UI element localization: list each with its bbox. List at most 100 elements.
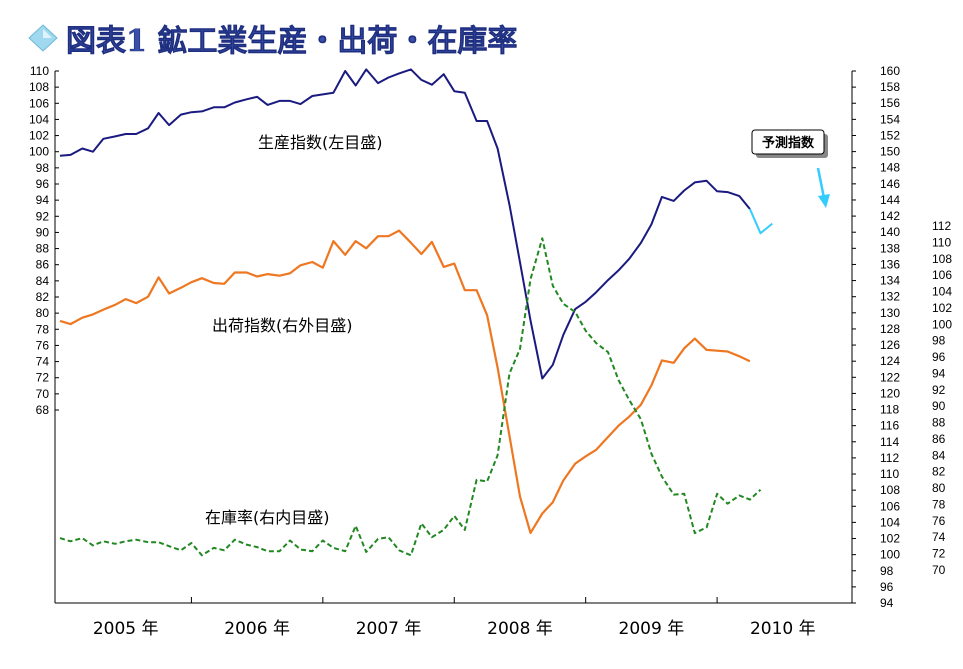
right-outer-axis-tick-label: 96 xyxy=(880,580,894,594)
right-inner-axis-tick-label: 94 xyxy=(932,366,946,380)
right-inner-axis-tick-label: 98 xyxy=(932,334,946,348)
right-inner-axis-tick-label: 92 xyxy=(932,383,946,397)
right-inner-axis-tick-label: 72 xyxy=(932,547,946,561)
x-axis-tick-label: 2008 年 xyxy=(487,619,553,639)
right-inner-axis-tick-label: 90 xyxy=(932,399,946,413)
left-axis-tick-label: 88 xyxy=(36,242,50,256)
right-inner-axis-ticks: 70 72 74 76 78 80 82 84 86 88 90 92 94 96 98 100 102 104 1… xyxy=(932,219,952,577)
left-axis-tick-label: 74 xyxy=(36,355,50,369)
right-inner-axis-tick-label: 86 xyxy=(932,432,946,446)
right-outer-axis-tick-label: 118 xyxy=(880,403,899,417)
left-axis-tick-label: 94 xyxy=(36,193,50,207)
left-axis-tick-label: 72 xyxy=(36,371,50,385)
x-axis-ticks: 2005 年 2006 年 2007 年 2008 年 2009 年 2010 年 xyxy=(93,597,816,639)
right-outer-axis-tick-label: 104 xyxy=(880,515,900,529)
right-inner-axis-tick-label: 110 xyxy=(932,235,951,249)
chart-title-group: 図表1 鉱工業生産・出荷・在庫率 xyxy=(28,24,518,59)
shipments-line xyxy=(59,229,751,535)
left-axis-tick-label: 76 xyxy=(36,338,50,352)
x-axis-tick-label: 2005 年 xyxy=(93,619,159,639)
right-inner-axis-tick-label: 104 xyxy=(932,285,952,299)
left-axis-tick-label: 106 xyxy=(29,96,49,110)
right-inner-axis-tick-label: 78 xyxy=(932,497,946,511)
right-outer-axis-tick-label: 156 xyxy=(880,96,900,110)
left-axis-tick-label: 84 xyxy=(36,274,50,288)
right-outer-axis-tick-label: 102 xyxy=(880,532,900,546)
right-outer-axis-tick-label: 134 xyxy=(880,274,900,288)
forecast-arrow-head-icon xyxy=(818,194,830,208)
right-inner-axis-tick-label: 88 xyxy=(932,416,946,430)
right-inner-axis-tick-label: 80 xyxy=(932,481,946,495)
left-axis-tick-label: 90 xyxy=(36,225,50,239)
right-inner-axis-tick-label: 74 xyxy=(932,530,946,544)
forecast-arrow-line xyxy=(816,167,826,199)
right-outer-axis-tick-label: 106 xyxy=(880,499,900,513)
forecast-callout: 予測指数 xyxy=(751,129,830,208)
left-axis-tick-label: 78 xyxy=(36,322,50,336)
right-outer-axis-tick-label: 146 xyxy=(880,177,900,191)
left-axis-tick-label: 104 xyxy=(29,112,49,126)
x-axis-tick-label: 2010 年 xyxy=(750,619,816,639)
forecast-line xyxy=(748,208,773,235)
right-outer-axis-tick-label: 150 xyxy=(880,145,900,159)
right-inner-axis-tick-label: 102 xyxy=(932,301,952,315)
production-label: 生産指数(左目盛) xyxy=(258,133,383,152)
left-axis-tick-label: 82 xyxy=(36,290,50,304)
right-outer-axis-tick-label: 100 xyxy=(880,548,900,562)
forecast-callout-box xyxy=(751,129,825,155)
right-outer-axis-tick-label: 120 xyxy=(880,386,900,400)
right-outer-axis-tick-label: 122 xyxy=(880,370,900,384)
x-axis-tick-label: 2009 年 xyxy=(619,619,685,639)
left-axis-tick-label: 98 xyxy=(36,161,50,175)
left-axis-tick-label: 110 xyxy=(30,64,49,78)
left-axis-tick-label: 92 xyxy=(36,209,50,223)
right-outer-axis-tick-label: 112 xyxy=(880,451,899,465)
right-inner-axis-tick-label: 84 xyxy=(932,448,946,462)
right-inner-axis-tick-label: 100 xyxy=(932,317,952,331)
series-layer xyxy=(59,68,773,557)
right-outer-axis-tick-label: 94 xyxy=(880,596,894,610)
left-axis-tick-label: 86 xyxy=(36,258,50,272)
right-outer-axis-tick-label: 148 xyxy=(880,161,900,175)
right-outer-axis-tick-label: 130 xyxy=(880,306,900,320)
left-axis-tick-label: 102 xyxy=(29,129,49,143)
diamond-highlight-icon xyxy=(43,29,52,38)
x-axis-tick-label: 2006 年 xyxy=(224,619,290,639)
right-inner-axis-tick-label: 108 xyxy=(932,252,952,266)
left-axis-tick-label: 96 xyxy=(36,177,50,191)
right-outer-axis-tick-label: 140 xyxy=(880,225,900,239)
inventory-line xyxy=(59,237,762,557)
right-outer-axis-tick-label: 142 xyxy=(880,209,900,223)
right-outer-axis-tick-label: 152 xyxy=(880,128,900,142)
right-outer-axis-ticks: 94 96 98 100 102 104 106 108 110 112 114 116 118 120 1… xyxy=(852,64,900,610)
right-outer-axis-tick-label: 160 xyxy=(880,64,900,78)
chart-title: 図表1 鉱工業生産・出荷・在庫率 xyxy=(66,24,517,59)
right-outer-axis-tick-label: 108 xyxy=(880,483,900,497)
left-axis-tick-label: 108 xyxy=(29,80,49,94)
right-inner-axis-tick-label: 76 xyxy=(932,514,946,528)
right-outer-axis-tick-label: 114 xyxy=(880,435,899,449)
right-outer-axis-tick-label: 138 xyxy=(880,241,900,255)
right-inner-axis-tick-label: 106 xyxy=(932,268,952,282)
forecast-callout-label: 予測指数 xyxy=(762,135,815,151)
left-axis-ticks: 68 70 72 74 76 78 80 82 84 86 88 90 92 94 96 98 100 102 10… xyxy=(29,64,59,417)
right-outer-axis-tick-label: 144 xyxy=(880,193,900,207)
left-axis-tick-label: 70 xyxy=(36,387,50,401)
right-outer-axis-tick-label: 158 xyxy=(880,80,900,94)
right-outer-axis-tick-label: 132 xyxy=(880,290,900,304)
right-outer-axis-tick-label: 124 xyxy=(880,354,900,368)
right-outer-axis-tick-label: 110 xyxy=(880,467,899,481)
production-line xyxy=(59,68,751,380)
left-axis-tick-label: 100 xyxy=(29,145,49,159)
shipments-label: 出荷指数(右外目盛) xyxy=(212,316,353,335)
left-axis-tick-label: 68 xyxy=(36,403,50,417)
right-inner-axis-tick-label: 70 xyxy=(932,563,946,577)
right-inner-axis-tick-label: 112 xyxy=(932,219,951,233)
left-axis-tick-label: 80 xyxy=(36,306,50,320)
right-outer-axis-tick-label: 98 xyxy=(880,564,894,578)
x-axis-tick-label: 2007 年 xyxy=(356,619,422,639)
right-outer-axis-tick-label: 136 xyxy=(880,257,900,271)
inventory-label: 在庫率(右内目盛) xyxy=(205,508,330,527)
right-outer-axis-tick-label: 126 xyxy=(880,338,900,352)
